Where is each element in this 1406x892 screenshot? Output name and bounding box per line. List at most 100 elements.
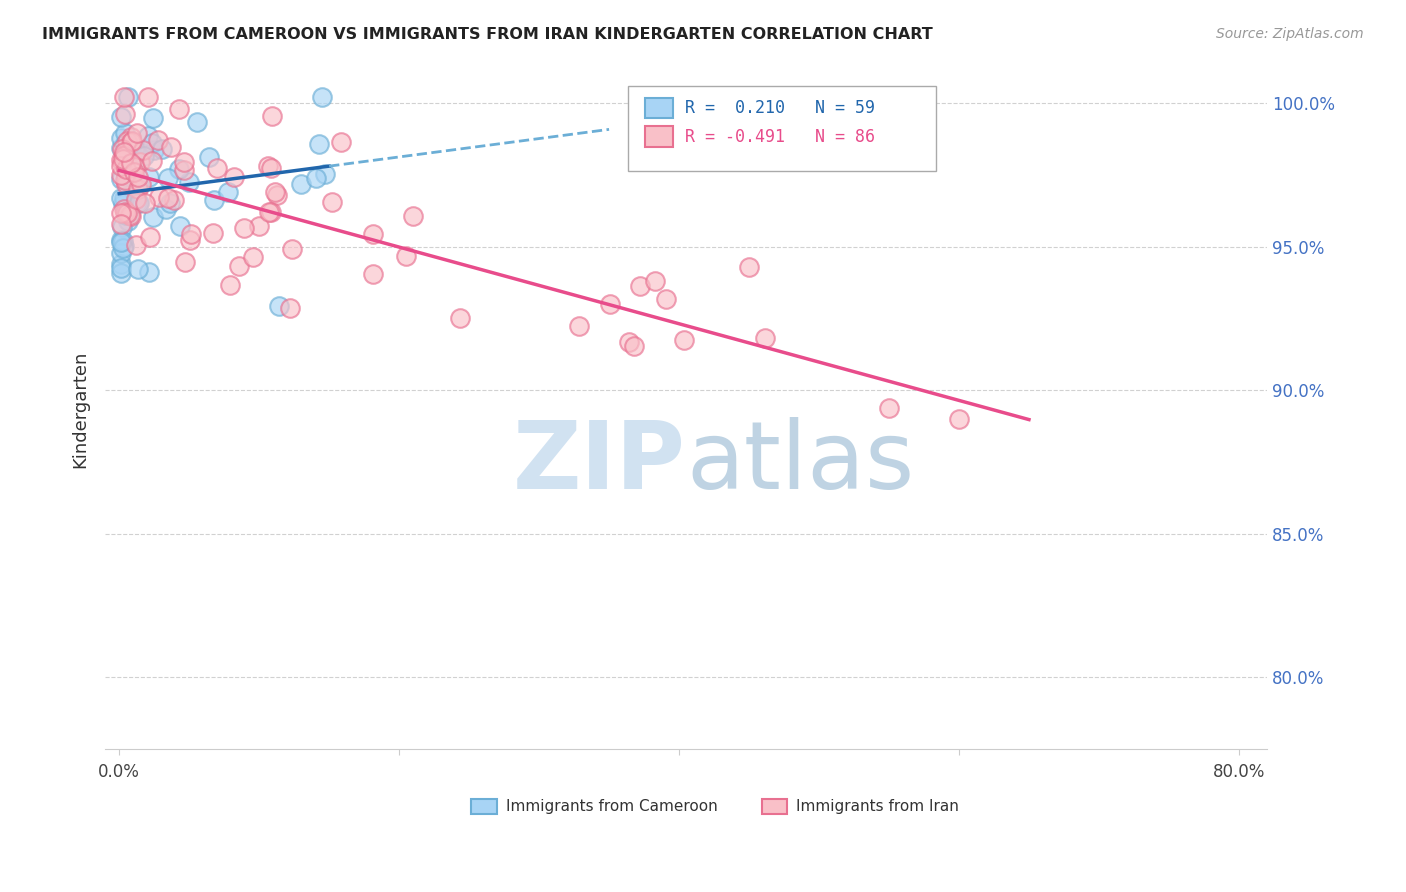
Point [110, 206, 132, 220]
Point [112, 90, 135, 104]
Point [267, 299, 290, 313]
Point [257, 159, 280, 173]
Point [242, 250, 264, 264]
Point [180, 227, 202, 242]
Point [305, 170, 328, 185]
Point [159, 195, 181, 210]
Point [124, 145, 146, 159]
Point [114, 126, 136, 140]
Point [228, 259, 250, 273]
FancyBboxPatch shape [762, 799, 787, 814]
Point [217, 185, 239, 199]
Point [290, 177, 312, 191]
Point [121, 129, 143, 144]
Point [125, 237, 148, 252]
Point [110, 233, 132, 247]
Point [110, 159, 132, 173]
Point [117, 207, 139, 221]
Text: R =  0.210   N = 59: R = 0.210 N = 59 [685, 99, 875, 117]
Point [114, 106, 136, 120]
Point [122, 165, 145, 179]
Point [260, 204, 283, 219]
Point [311, 90, 333, 104]
Point [138, 229, 160, 244]
Point [738, 260, 761, 274]
Point [134, 195, 156, 210]
Point [127, 182, 149, 196]
Point [110, 191, 132, 205]
Point [138, 265, 160, 279]
Text: Source: ZipAtlas.com: Source: ZipAtlas.com [1216, 27, 1364, 41]
Point [179, 176, 201, 190]
Point [361, 267, 384, 281]
Point [628, 279, 651, 293]
Point [402, 209, 425, 223]
Point [655, 292, 678, 306]
Point [673, 333, 696, 347]
Point [115, 206, 138, 220]
Point [111, 196, 134, 211]
Point [163, 193, 186, 207]
Point [124, 160, 146, 174]
Point [121, 145, 143, 160]
Point [120, 136, 142, 150]
Point [260, 161, 283, 176]
Text: Immigrants from Iran: Immigrants from Iran [796, 799, 959, 814]
Point [125, 192, 148, 206]
Point [142, 112, 165, 126]
Point [117, 214, 139, 228]
Point [125, 126, 148, 140]
Point [117, 90, 139, 104]
Point [167, 161, 190, 176]
Point [115, 169, 138, 184]
Point [112, 148, 135, 162]
Point [112, 202, 135, 216]
Point [121, 134, 143, 148]
Point [111, 152, 134, 166]
Point [173, 155, 195, 169]
Point [754, 331, 776, 345]
Point [877, 401, 900, 416]
Point [157, 191, 180, 205]
Point [568, 318, 591, 333]
Point [127, 170, 149, 185]
Point [112, 239, 135, 253]
Point [141, 154, 163, 169]
Point [142, 143, 165, 157]
FancyBboxPatch shape [471, 799, 496, 814]
Point [110, 218, 132, 232]
Point [623, 339, 645, 353]
Point [110, 219, 132, 234]
Point [110, 246, 132, 260]
Point [281, 242, 304, 256]
Point [146, 133, 169, 147]
Point [117, 156, 139, 170]
Point [120, 155, 142, 169]
Point [202, 226, 225, 240]
Point [112, 145, 135, 159]
Point [122, 160, 145, 174]
Point [948, 412, 970, 426]
Point [278, 301, 301, 315]
Point [110, 257, 132, 271]
Point [186, 115, 208, 129]
Point [110, 130, 132, 145]
Text: atlas: atlas [686, 417, 914, 509]
Point [218, 277, 240, 292]
Point [247, 219, 270, 233]
Point [110, 235, 132, 250]
Point [260, 109, 283, 123]
Point [152, 142, 174, 156]
Point [160, 140, 183, 154]
Point [114, 162, 136, 177]
Point [321, 195, 343, 210]
Point [132, 144, 155, 158]
Point [207, 161, 229, 176]
Point [132, 149, 155, 163]
Point [361, 227, 384, 242]
Point [202, 193, 225, 207]
Point [120, 140, 142, 154]
Point [167, 102, 190, 116]
Point [136, 90, 159, 104]
Point [138, 169, 160, 184]
